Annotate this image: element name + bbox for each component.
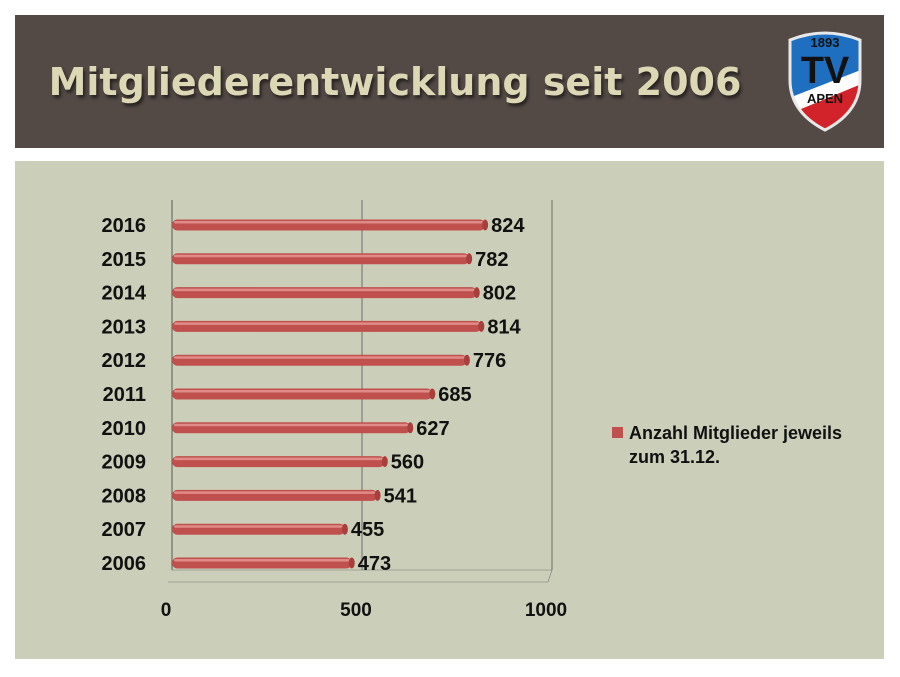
category-label: 2010 xyxy=(102,418,147,440)
bar-highlight xyxy=(174,254,468,258)
bar-highlight xyxy=(174,221,484,224)
category-label: 2008 xyxy=(102,485,147,507)
logo-town: APEN xyxy=(807,91,843,106)
bar-highlight xyxy=(174,423,409,427)
bar-2014 xyxy=(172,287,480,299)
legend-label: Anzahl Mitglieder jeweils zum 31.12. xyxy=(629,423,843,467)
bar-cap xyxy=(407,422,414,434)
bar-2015 xyxy=(172,253,473,265)
legend-swatch xyxy=(612,427,623,438)
chart-panel xyxy=(15,161,884,659)
bar-2016 xyxy=(172,219,489,231)
x-tick-label: 500 xyxy=(340,600,372,621)
category-label: 2007 xyxy=(102,519,147,541)
data-label: 473 xyxy=(358,553,391,575)
data-label: 455 xyxy=(351,519,384,541)
bar-cap xyxy=(463,354,470,366)
data-label: 782 xyxy=(475,249,508,271)
bar-cap xyxy=(348,557,355,569)
bar-cap xyxy=(478,320,485,332)
bar-2006 xyxy=(172,557,355,569)
slide-title: Mitgliederentwicklung seit 2006 xyxy=(48,60,742,104)
bar-highlight xyxy=(174,525,343,528)
x-tick-label: 0 xyxy=(161,600,172,621)
chart-grid xyxy=(168,200,553,583)
bar-highlight xyxy=(174,457,383,461)
bar-highlight xyxy=(174,491,376,494)
category-label: 2011 xyxy=(103,384,146,406)
data-label: 776 xyxy=(473,350,506,372)
bar-cap xyxy=(341,523,348,535)
data-label: 627 xyxy=(416,418,449,440)
bar-2011 xyxy=(172,388,436,400)
data-label: 560 xyxy=(391,452,424,474)
bar-highlight xyxy=(174,322,480,325)
category-label: 2013 xyxy=(102,316,147,338)
bar-2007 xyxy=(172,523,348,535)
category-label: 2012 xyxy=(102,350,147,372)
x-tick-label: 1000 xyxy=(525,600,567,621)
bar-highlight xyxy=(174,390,431,393)
bar-cap xyxy=(473,287,480,299)
category-label: 2014 xyxy=(102,283,147,305)
bar-2009 xyxy=(172,456,388,468)
category-label: 2006 xyxy=(102,553,147,575)
bar-2013 xyxy=(172,320,485,332)
bar-cap xyxy=(374,489,381,501)
bar-highlight xyxy=(174,356,465,359)
club-logo: 1893 TV APEN xyxy=(788,31,862,132)
bar-cap xyxy=(429,388,436,400)
axis-corner xyxy=(547,569,553,583)
data-label: 685 xyxy=(438,384,471,406)
bar-2010 xyxy=(172,422,414,434)
logo-year: 1893 xyxy=(811,35,840,50)
bar-cap xyxy=(466,253,473,265)
category-labels: 2016 2015 2014 2013 2012 2011 2010 2009 2008 2007… xyxy=(102,215,147,575)
data-label: 541 xyxy=(384,485,417,507)
chart-legend: Anzahl Mitglieder jeweils zum 31.12. xyxy=(612,421,849,469)
chart-bars xyxy=(172,219,489,569)
category-label: 2016 xyxy=(102,215,147,237)
bar-cap xyxy=(482,219,489,231)
title-banner xyxy=(15,15,884,148)
bar-2012 xyxy=(172,354,470,366)
bar-highlight xyxy=(174,288,475,292)
bar-cap xyxy=(381,456,388,468)
bar-2008 xyxy=(172,489,381,501)
category-label: 2009 xyxy=(102,452,147,474)
bar-highlight xyxy=(174,559,350,562)
x-axis-ticks: 0 500 1000 xyxy=(161,600,567,621)
data-label: 802 xyxy=(483,283,516,305)
data-label: 824 xyxy=(491,215,525,237)
category-label: 2015 xyxy=(102,249,147,271)
data-label: 814 xyxy=(487,316,521,338)
logo-initials: TV xyxy=(801,50,850,92)
